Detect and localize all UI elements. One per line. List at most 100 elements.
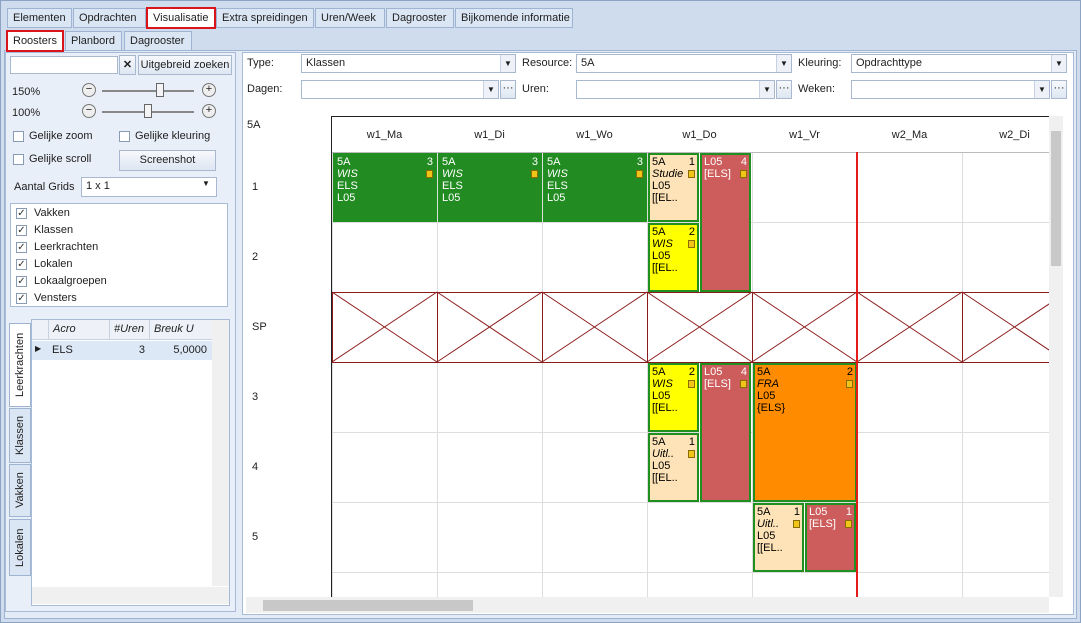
vscroll-thumb [1051,131,1061,266]
tab[interactable]: Bijkomende informatie [455,8,573,28]
grid-line [961,303,1049,363]
card-count: 2 [688,226,695,238]
search-button[interactable]: Uitgebreid zoeken [138,55,232,75]
tab[interactable]: Dagrooster [386,8,454,28]
slider-thumb[interactable] [144,104,152,118]
grid-line [961,291,1049,351]
card-line: 5A [757,506,771,518]
filter-label: Type: [247,57,274,69]
zoom-plus[interactable]: + [202,104,216,118]
card-line: 5A [442,156,456,168]
current-day-line [856,152,858,597]
column-header: w1_Do [682,129,717,141]
checkbox[interactable]: ✓ [16,225,27,236]
zoom-minus[interactable]: − [82,104,96,118]
checkbox[interactable]: ✓ [16,293,27,304]
column-header: w2_Di [999,129,1030,141]
card-line: WIS [337,168,358,180]
grids-select[interactable]: 1 x 1 ▼ [81,177,217,197]
schedule-card[interactable]: 3 5A WIS ELS L05 [333,153,437,222]
filter-input[interactable]: Opdrachttype ▼ [851,54,1067,73]
filter-input[interactable]: 5A ▼ [576,54,792,73]
schedule-card[interactable]: 1 5A Uitl.. L05 [[EL.. [648,433,699,502]
tab[interactable]: Visualisatie [146,7,216,29]
schedule-card[interactable]: 1 5A Uitl.. L05 [[EL.. [753,503,804,572]
checkbox[interactable]: ✓ [16,259,27,270]
checkbox[interactable] [13,131,24,142]
layer-label: Lokaalgroepen [34,275,107,287]
row-label: SP [252,321,267,333]
more-button[interactable]: ··· [1051,80,1067,99]
clear-button[interactable]: ✕ [119,55,136,75]
side-tab[interactable]: Leerkrachten [9,323,31,407]
card-line: WIS [652,378,673,390]
more-button[interactable]: ··· [776,80,792,99]
subtab[interactable]: Planbord [65,31,122,51]
schedule-card[interactable]: 3 5A WIS ELS L05 [438,153,542,222]
column-header: w2_Ma [891,129,928,141]
filter-input[interactable]: ▼ [576,80,775,99]
hscroll-thumb [263,600,473,611]
tab[interactable]: Opdrachten [73,8,146,28]
checkbox[interactable] [119,131,130,142]
lock-icon [740,380,747,388]
schedule-card[interactable]: 2 5A FRA L05 {ELS} [753,363,857,502]
slider-thumb[interactable] [156,83,164,97]
checkbox[interactable]: ✓ [16,208,27,219]
tab[interactable]: Uren/Week [315,8,385,28]
filter-label: Weken: [798,83,836,95]
filter-label: Resource: [522,57,573,69]
subtab[interactable]: Dagrooster [124,31,192,51]
tab[interactable]: Elementen [7,8,72,28]
zoom-plus[interactable]: + [202,83,216,97]
subtab[interactable]: Roosters [6,30,64,52]
side-tab[interactable]: Vakken [9,464,31,517]
zoom-minus[interactable]: − [82,83,96,97]
card-count: 3 [426,156,433,168]
filter-label: Uren: [522,83,549,95]
filter-input[interactable]: Klassen ▼ [301,54,516,73]
card-line: L05 [547,192,566,204]
dropdown-arrow: ▼ [776,55,791,72]
checkbox[interactable]: ✓ [16,242,27,253]
filter-label: Dagen: [247,83,283,95]
zoom-label: 150% [12,86,41,98]
schedule-card[interactable]: 2 5A WIS L05 [[EL.. [648,363,699,432]
schedule-card[interactable]: 1 5A Studie L05 [[EL.. [648,153,699,222]
checkbox[interactable] [13,154,24,165]
card-line: [[EL.. [652,192,678,204]
layer-label: Vakken [34,207,70,219]
side-tab[interactable]: Lokalen [9,519,31,576]
schedule-card[interactable]: 3 5A WIS ELS L05 [543,153,647,222]
side-tab[interactable]: Klassen [9,408,31,463]
lock-icon [531,170,538,178]
tab[interactable]: Extra spreidingen [216,8,314,28]
filter-input[interactable]: ▼ [851,80,1050,99]
card-line: 5A [652,436,666,448]
card-line: 5A [652,366,666,378]
card-count: 1 [688,436,695,448]
option-label: Gelijke scroll [29,153,92,165]
schedule-card[interactable]: 4 L05 [ELS] [700,153,751,292]
column-header: Acro [48,320,109,340]
card-line: FRA [757,378,779,390]
card-count: 4 [740,156,747,168]
card-line: L05 [652,180,671,192]
schedule-card[interactable]: 1 L05 [ELS] [805,503,856,572]
more-button[interactable]: ··· [500,80,516,99]
card-line: L05 [757,390,776,402]
card-line: 5A [757,366,771,378]
card-line: [ELS] [704,168,731,180]
search-input[interactable] [10,56,118,74]
grid-line [856,291,963,363]
schedule-card[interactable]: 2 5A WIS L05 [[EL.. [648,223,699,292]
card-line: [ELS] [704,378,731,390]
checkbox[interactable]: ✓ [16,276,27,287]
filter-input[interactable]: ▼ [301,80,499,99]
table-row [32,341,212,360]
card-line: WIS [442,168,463,180]
card-line: Uitl.. [652,448,674,460]
screenshot-button[interactable]: Screenshot [119,150,216,171]
schedule-card[interactable]: 4 L05 [ELS] [700,363,751,502]
